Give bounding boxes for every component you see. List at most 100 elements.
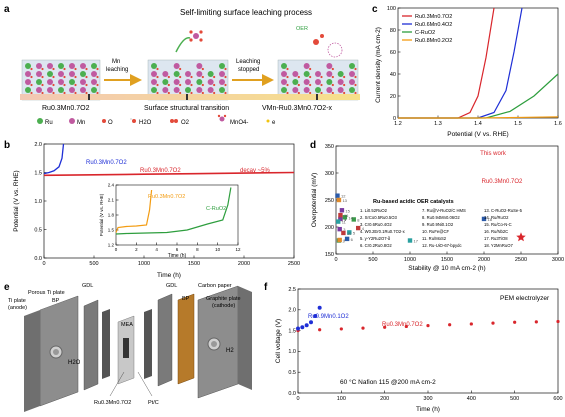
catalyst-list-item: 18. Y2MnRuO7	[484, 243, 513, 248]
d-ytick-label: 350	[325, 144, 334, 150]
panel-c-ylabel: Current density (mA cm-2)	[375, 27, 382, 103]
f-point	[534, 320, 538, 324]
lattice-oxygen	[96, 83, 99, 87]
lattice-atom	[58, 71, 64, 77]
oer-label: OER	[296, 26, 308, 32]
lattice-atom	[69, 87, 75, 93]
c-ytick-label: 20	[390, 94, 396, 100]
bottom-left-label: Ru0.3Mn0.7O2	[94, 400, 131, 406]
lattice-oxygen	[74, 67, 77, 71]
lattice-atom	[303, 79, 310, 85]
legend-c-2: Ru0.6Mn0.4O2	[415, 22, 452, 28]
lattice-atom	[196, 71, 203, 77]
catalyst-list-item: 7. Ru@V-RuO2/C HMS	[422, 208, 466, 213]
d-point	[337, 237, 342, 243]
lattice-oxygen	[190, 91, 193, 95]
lattice-oxygen	[297, 75, 300, 79]
f-point	[426, 324, 430, 328]
cathode-stack	[144, 285, 252, 399]
f-point	[491, 321, 495, 325]
d-xtick-label: 2500	[515, 257, 527, 263]
lattice-oxygen	[224, 67, 227, 71]
lattice-oxygen	[41, 83, 44, 87]
lattice-atom	[162, 79, 169, 85]
d-ytick-label: 250	[325, 198, 334, 204]
lattice-atom	[91, 71, 97, 77]
lattice-atom	[173, 71, 180, 77]
cathode-label: (cathode)	[212, 303, 235, 309]
d-point-label: 7	[343, 238, 346, 243]
lattice-oxygen	[41, 67, 44, 71]
lattice-oxygen	[354, 67, 357, 71]
catalyst-list-item: 9. Ru0.9Ni0.1O2	[422, 222, 454, 227]
panel-b: b 0 500 1000 1500 2000 2500 0.0 0.5 1.0 1.5 2.0 Ti…	[4, 140, 300, 279]
lattice-oxygen	[30, 83, 33, 87]
lattice-oxygen	[201, 91, 204, 95]
lattice-atom	[303, 63, 310, 69]
lattice-oxygen	[63, 75, 66, 79]
lattice-atom	[69, 63, 75, 69]
lattice-oxygen	[309, 67, 312, 71]
d-point-label: 4	[362, 226, 365, 231]
f-point	[309, 320, 313, 325]
f-point	[304, 323, 309, 328]
lattice-oxygen	[156, 83, 159, 87]
b-inset-xtick-label: 12	[235, 247, 241, 252]
panel-a-legend: Ru Mn O H2O O2 MnO4- e	[37, 114, 276, 126]
mea-membrane	[117, 315, 135, 385]
this-work-catalyst: Ru0.3Mn0.7O2	[482, 179, 523, 185]
h2-label: H2	[226, 348, 234, 354]
f-point	[404, 324, 408, 329]
lattice-oxygen	[309, 91, 312, 95]
d-xtick-label: 2000	[478, 257, 490, 263]
lattice-atom	[326, 71, 333, 77]
lattice-oxygen	[167, 91, 170, 95]
catalyst-list-item: 4. W0.2Er0.1Ru0.7O2-x	[360, 229, 406, 234]
b-xtick-label: 1000	[138, 261, 150, 267]
lattice-oxygen	[30, 91, 33, 95]
catalyst-list-item: 15. Ru/Co-N-C	[484, 222, 512, 227]
catalyst-list-item: 14. Ru/RuO2	[484, 215, 509, 220]
d-xtick-label: 3000	[552, 257, 564, 263]
lattice-oxygen	[286, 67, 289, 71]
lattice-atom	[303, 71, 310, 77]
d-point-label: 3	[343, 227, 346, 232]
lattice-oxygen	[297, 83, 300, 87]
panel-c: c 1.2 1.3 1.4 1.5 1.6 0 20 40 60 80 100 Potential …	[372, 4, 562, 138]
lattice-atom	[80, 87, 86, 93]
f-series-a-label: Ru0.9Mn0.1O2	[308, 314, 349, 320]
lattice-oxygen	[331, 67, 334, 71]
lattice-oxygen	[286, 75, 289, 79]
lattice-oxygen	[63, 67, 66, 71]
lattice-oxygen	[156, 67, 159, 71]
structure-left	[21, 59, 101, 101]
d-xtick-label: 500	[368, 257, 377, 263]
lattice-oxygen	[224, 83, 227, 87]
b-xtick-label: 2500	[288, 261, 300, 267]
panel-b-xlabel: Time (h)	[157, 272, 181, 279]
lattice-atom	[281, 71, 287, 77]
f-point	[313, 314, 318, 319]
c-ytick-label: 40	[390, 72, 396, 78]
f-point	[318, 328, 322, 332]
catalyst-list-item: 2. SrCo0.5Ru0.5O3	[360, 215, 397, 220]
lattice-oxygen	[201, 75, 204, 79]
b-inset-series-line	[115, 187, 232, 235]
lattice-oxygen	[85, 83, 88, 87]
f-series-b-label: Ru0.3Mn0.7O2	[382, 322, 423, 328]
lattice-atom	[281, 87, 287, 93]
lattice-atom	[91, 79, 97, 85]
lattice-atom	[80, 71, 86, 77]
lattice-atom	[349, 71, 355, 77]
d-point-label: 16	[344, 213, 349, 218]
f-point	[300, 325, 305, 330]
lattice-oxygen	[52, 91, 55, 95]
lattice-atom	[162, 87, 169, 93]
legend-o2: O2	[181, 120, 190, 126]
d-point	[336, 197, 342, 203]
catalyst-list-item: 13. C-RuO2-RuSe-5	[484, 208, 523, 213]
b-series-line	[43, 171, 295, 177]
anode-stack	[24, 295, 110, 412]
panel-e: e Porous Ti plate GDL BP Ti plate (anode…	[4, 282, 252, 412]
